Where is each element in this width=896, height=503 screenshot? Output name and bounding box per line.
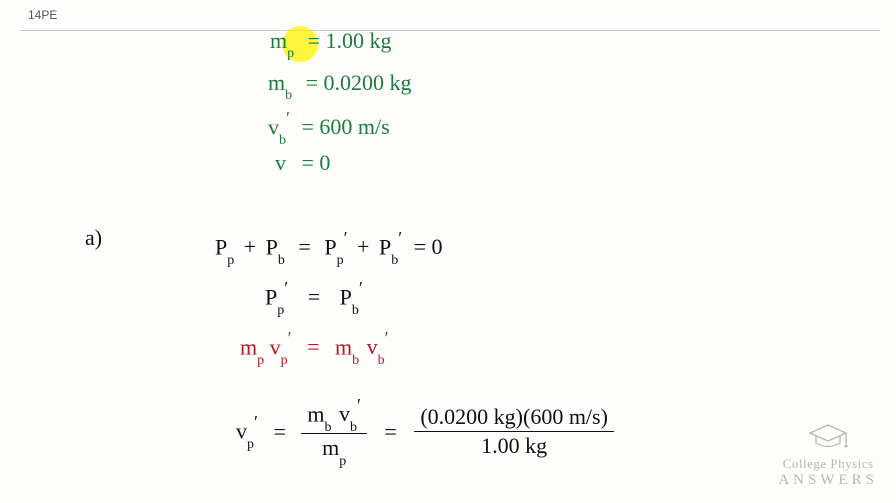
logo-line-1: College Physics (778, 456, 878, 472)
fraction-symbolic: mb vb′ mp (301, 398, 367, 465)
problem-label: 14PE (28, 8, 57, 22)
given-vb-prime: vb′ = 600 m/s (268, 110, 390, 145)
graduation-cap-icon (806, 422, 850, 452)
momentum-conservation: Pp + Pb = Pp′ + Pb′ = 0 (215, 230, 443, 265)
watermark-logo: College Physics ANSWERS (778, 422, 878, 489)
given-mb: mb = 0.0200 kg (268, 70, 412, 100)
horizontal-rule (20, 30, 880, 31)
given-mp: mp = 1.00 kg (270, 28, 392, 58)
given-v: v = 0 (275, 150, 330, 176)
fraction-numeric: (0.0200 kg)(600 m/s) 1.00 kg (414, 405, 614, 458)
mv-equation: mp vp′ = mb vb′ (240, 330, 389, 365)
part-a-label: a) (85, 225, 102, 251)
solve-vp: vp′ = mb vb′ mp = (0.0200 kg)(600 m/s) 1… (236, 400, 614, 467)
momenta-equal: Pp′ = Pb′ (265, 280, 363, 315)
logo-line-2: ANSWERS (778, 472, 878, 489)
